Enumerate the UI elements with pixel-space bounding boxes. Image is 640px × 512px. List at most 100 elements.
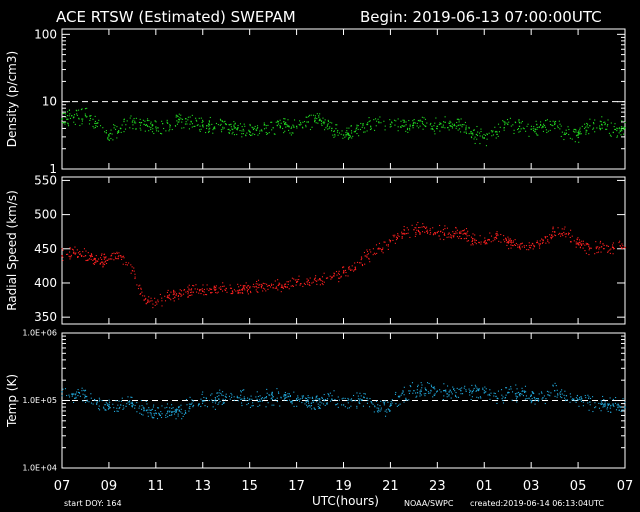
speed-point [548, 242, 550, 244]
temp-point [522, 395, 525, 397]
speed-point [284, 286, 287, 288]
speed-point [426, 229, 428, 231]
temp-point [587, 394, 589, 396]
temp-point [594, 407, 596, 409]
speed-point [494, 237, 496, 239]
temp-point [617, 403, 619, 405]
speed-point [237, 292, 239, 294]
speed-point [75, 252, 77, 254]
speed-point [268, 284, 270, 287]
temp-point [169, 407, 171, 409]
density-point [271, 129, 273, 131]
temp-point [256, 398, 258, 400]
density-point [287, 119, 289, 121]
temp-point [108, 407, 110, 409]
temp-point [533, 392, 535, 395]
temp-point [483, 392, 485, 394]
temp-point [241, 404, 243, 407]
density-point [479, 143, 481, 145]
density-point [420, 120, 422, 122]
density-point [389, 123, 392, 126]
speed-point [245, 286, 248, 288]
speed-point [419, 233, 421, 235]
temp-point [211, 399, 213, 401]
temp-point [120, 400, 122, 402]
speed-point [120, 255, 122, 257]
speed-point [272, 287, 274, 289]
density-point [333, 130, 335, 133]
speed-point [493, 237, 495, 239]
speed-point [528, 245, 530, 247]
speed-point [518, 245, 520, 247]
temp-point [483, 390, 485, 392]
temp-point [264, 397, 266, 399]
speed-point [118, 252, 120, 254]
density-point [565, 132, 568, 134]
density-point [119, 127, 121, 129]
temp-point [324, 404, 326, 407]
speed-point [201, 290, 204, 292]
density-point [236, 129, 238, 131]
speed-point [230, 287, 232, 289]
speed-point [455, 231, 457, 233]
speed-point [427, 231, 429, 233]
speed-point [130, 272, 132, 274]
speed-point [179, 293, 181, 295]
density-point [600, 128, 602, 130]
speed-point [510, 247, 512, 249]
density-point [242, 133, 244, 135]
density-point [451, 125, 453, 127]
speed-point [180, 290, 183, 292]
density-point [305, 126, 307, 128]
density-point [434, 122, 436, 124]
speed-point [258, 284, 260, 286]
density-point [577, 134, 579, 136]
temp-point [256, 391, 258, 393]
density-point [68, 109, 71, 111]
speed-point [249, 290, 252, 292]
temp-point [255, 396, 257, 398]
temp-point [390, 403, 392, 405]
speed-point [304, 283, 306, 286]
density-point [451, 127, 454, 129]
density-point [150, 127, 152, 129]
speed-point [478, 242, 480, 244]
speed-point [411, 224, 413, 226]
temp-point [247, 397, 249, 399]
density-point [156, 130, 158, 132]
density-point [208, 125, 210, 127]
temp-point [121, 397, 123, 399]
density-point [331, 130, 333, 132]
x-tick-label: 13 [194, 479, 211, 494]
speed-points [61, 221, 626, 309]
speed-point [306, 281, 308, 283]
speed-point [168, 295, 170, 297]
temp-point [375, 400, 378, 402]
temp-point [557, 394, 559, 396]
density-point [495, 137, 497, 139]
density-point [609, 134, 611, 136]
speed-point [352, 270, 355, 272]
temp-point [420, 394, 422, 396]
density-point [367, 123, 369, 126]
density-ytick-label: 1 [49, 162, 57, 176]
speed-point [333, 273, 336, 275]
speed-point [87, 252, 89, 254]
density-point [549, 120, 551, 122]
density-point [288, 129, 290, 131]
speed-point [174, 291, 176, 293]
speed-point [257, 283, 259, 285]
temp-point [537, 398, 539, 400]
speed-point [539, 240, 541, 242]
density-point [71, 115, 73, 117]
temp-point [386, 411, 388, 413]
temp-point [86, 400, 88, 402]
speed-point [598, 248, 600, 250]
density-point [518, 122, 520, 124]
temp-point [307, 399, 309, 401]
temp-point [126, 403, 128, 405]
temp-point [609, 407, 611, 409]
density-point [528, 135, 530, 137]
temp-point [377, 404, 379, 406]
temp-point [317, 406, 319, 408]
